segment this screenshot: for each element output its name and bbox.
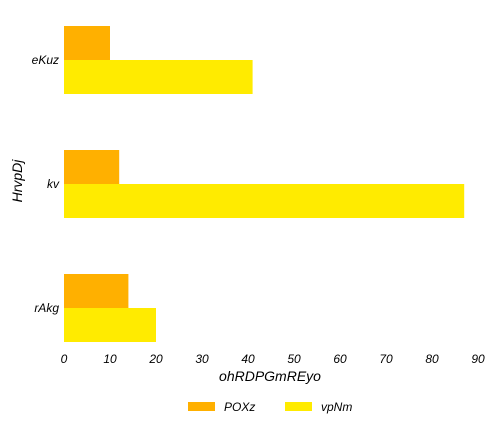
x-tick-label: 30 [195, 352, 209, 366]
y-axis-title: HrvpDj [9, 159, 25, 203]
legend-swatch-POXz [188, 402, 215, 411]
x-tick-label: 80 [425, 352, 439, 366]
x-tick-label: 40 [241, 352, 255, 366]
x-tick-label: 20 [148, 352, 163, 366]
y-category-label: rAkg [34, 301, 59, 315]
bar-POXz-kv [64, 150, 120, 184]
y-category-label: eKuz [32, 53, 59, 67]
bar-POXz-eKuz [64, 26, 110, 60]
y-category-label: kv [47, 177, 60, 191]
legend: POXz vpNm [188, 400, 352, 414]
x-axis-title: ohRDPGmREyo [219, 368, 321, 384]
y-category-labels: eKuz kv rAkg [32, 53, 60, 315]
x-tick-label: 70 [379, 352, 393, 366]
x-tick-labels: 0 10 20 30 40 50 60 70 80 90 [61, 352, 485, 366]
bar-vpNm-rAkg [64, 308, 156, 342]
legend-label-POXz: POXz [224, 400, 255, 414]
x-tick-label: 0 [61, 352, 68, 366]
x-tick-label: 10 [103, 352, 117, 366]
legend-swatch-vpNm [285, 402, 312, 411]
bar-vpNm-kv [64, 184, 465, 218]
x-tick-label: 60 [333, 352, 347, 366]
bars-group [64, 26, 465, 342]
x-tick-label: 90 [471, 352, 485, 366]
legend-label-vpNm: vpNm [321, 400, 352, 414]
bar-POXz-rAkg [64, 274, 129, 308]
x-tick-label: 50 [287, 352, 301, 366]
bar-vpNm-eKuz [64, 60, 253, 94]
